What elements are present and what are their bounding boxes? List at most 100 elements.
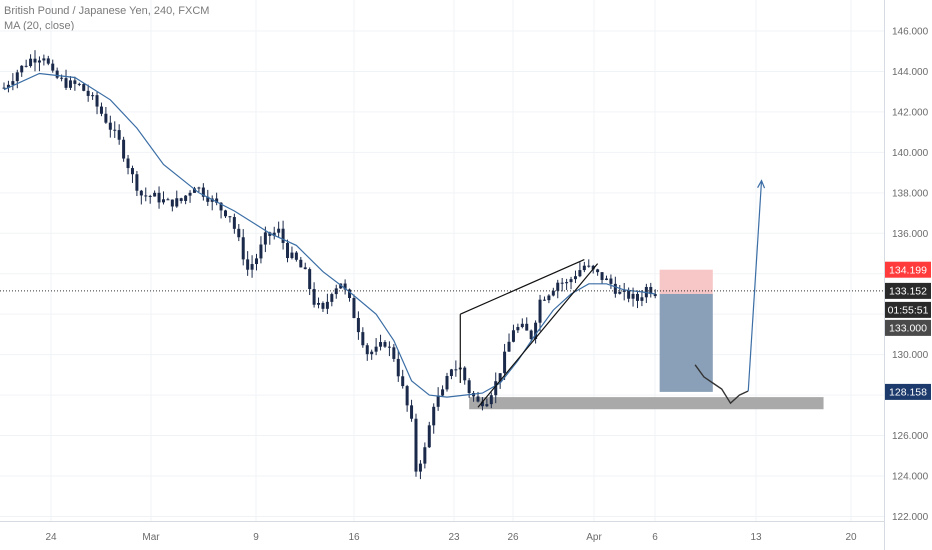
time-tick-label: Mar xyxy=(142,532,160,543)
time-axis[interactable]: 24 Mar 9 16 23 26 Apr 6 13 20 xyxy=(0,521,884,550)
candle-body xyxy=(64,78,68,88)
candle-body xyxy=(268,232,272,236)
candle-body xyxy=(587,265,591,267)
candle-body xyxy=(410,405,414,419)
candle-body xyxy=(170,199,174,207)
time-tick-label: 24 xyxy=(45,532,57,543)
price-tick-label: 122.000 xyxy=(892,512,929,523)
time-tick-label: 6 xyxy=(652,532,658,543)
candle-body xyxy=(640,297,644,301)
candle-body xyxy=(232,217,236,229)
candle-body xyxy=(51,63,55,71)
candle-body xyxy=(148,195,152,197)
candle-body xyxy=(343,283,347,290)
candle-body xyxy=(77,83,81,85)
candle-body xyxy=(330,294,334,302)
candle-body xyxy=(609,278,613,284)
entry-price-badge: 133.000 xyxy=(889,323,927,335)
candle-body xyxy=(387,346,391,348)
candle-body xyxy=(201,187,205,197)
candle-body xyxy=(135,174,139,191)
current-price-badge-bg xyxy=(885,282,931,299)
candle-body xyxy=(99,106,103,114)
candle-body xyxy=(286,242,290,259)
candle-body xyxy=(312,289,316,305)
candle-body xyxy=(60,77,64,79)
candle-body xyxy=(228,216,232,218)
candle-body xyxy=(157,192,161,203)
wedge-upper-line xyxy=(460,259,585,315)
candle-body xyxy=(317,302,321,305)
candle-body xyxy=(290,252,294,259)
candle-body xyxy=(184,195,188,201)
stop-price-badge-bg xyxy=(885,261,931,278)
ma-indicator-label: MA (20, close) xyxy=(4,20,75,32)
candle-body xyxy=(308,269,312,290)
candle-body xyxy=(600,272,604,280)
take-profit-zone xyxy=(659,293,713,392)
candle-body xyxy=(122,139,126,159)
candle-body xyxy=(113,129,117,131)
candle-body xyxy=(423,447,427,464)
candle-body xyxy=(445,375,449,390)
candle-body xyxy=(42,58,46,61)
price-tick-label: 136.000 xyxy=(892,229,929,240)
candle-body xyxy=(206,196,210,202)
candle-body xyxy=(33,58,37,63)
candle-body xyxy=(192,188,196,193)
candle-body xyxy=(277,228,281,233)
candle-body xyxy=(166,199,170,201)
candle-body xyxy=(405,386,409,406)
candle-body xyxy=(24,65,28,67)
candle-body xyxy=(144,195,148,197)
candle-body xyxy=(219,202,223,211)
candle-body xyxy=(498,373,502,382)
candle-body xyxy=(224,210,227,217)
countdown-badge: 01:55:51 xyxy=(888,305,929,317)
candle-body xyxy=(383,342,387,347)
candle-body xyxy=(82,84,86,91)
projection-arrow-head xyxy=(757,179,766,189)
candle-body xyxy=(604,278,608,280)
candle-body xyxy=(613,283,617,294)
price-tick-label: 146.000 xyxy=(892,27,929,38)
candlestick-series xyxy=(2,50,657,480)
candle-body xyxy=(485,404,489,407)
candle-body xyxy=(2,87,6,89)
candle-body xyxy=(325,301,329,309)
candle-body xyxy=(627,290,631,299)
time-tick-label: 23 xyxy=(448,532,460,543)
price-tick-label: 142.000 xyxy=(892,107,929,118)
candle-body xyxy=(507,341,511,352)
candle-body xyxy=(255,258,259,265)
candle-body xyxy=(246,259,250,270)
candle-body xyxy=(441,389,445,396)
candle-body xyxy=(370,351,374,355)
candle-body xyxy=(653,294,657,297)
candle-body xyxy=(303,267,307,270)
chart-grid xyxy=(0,0,884,521)
target-price-badge-bg xyxy=(885,383,931,400)
candle-body xyxy=(538,299,542,323)
candle-body xyxy=(272,232,276,236)
time-axis-bg xyxy=(0,521,884,550)
candle-body xyxy=(374,346,378,352)
candle-body xyxy=(591,265,595,270)
candle-body xyxy=(449,369,453,376)
candle-body xyxy=(542,299,546,301)
chart-legend: British Pound / Japanese Yen, 240, FXCM … xyxy=(4,4,209,34)
position-zones xyxy=(469,269,824,410)
candle-body xyxy=(108,122,112,130)
candle-body xyxy=(569,279,573,283)
candle-body xyxy=(130,168,134,175)
time-tick-label: Apr xyxy=(586,532,602,543)
candle-body xyxy=(520,323,524,328)
ma-line xyxy=(3,72,656,398)
candle-body xyxy=(237,228,241,238)
candle-body xyxy=(348,289,352,298)
candle-body xyxy=(68,80,72,88)
entry-price-badge-bg xyxy=(885,319,931,336)
price-tick-label: 144.000 xyxy=(892,67,929,78)
time-tick-label: 20 xyxy=(845,532,857,543)
